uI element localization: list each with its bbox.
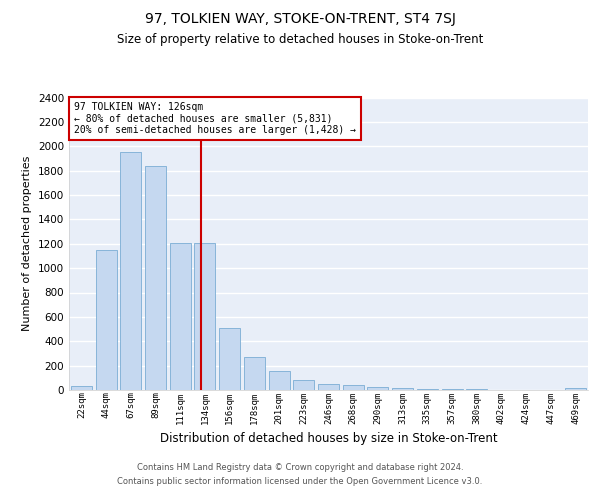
Bar bbox=[367, 388, 388, 390]
Bar bbox=[244, 357, 265, 390]
Bar bbox=[194, 242, 215, 390]
Text: Size of property relative to detached houses in Stoke-on-Trent: Size of property relative to detached ho… bbox=[117, 32, 483, 46]
Bar bbox=[565, 388, 586, 390]
Bar bbox=[71, 386, 92, 390]
Bar bbox=[219, 328, 240, 390]
Bar bbox=[442, 389, 463, 390]
Text: Contains public sector information licensed under the Open Government Licence v3: Contains public sector information licen… bbox=[118, 477, 482, 486]
Bar bbox=[170, 242, 191, 390]
Bar bbox=[145, 166, 166, 390]
Y-axis label: Number of detached properties: Number of detached properties bbox=[22, 156, 32, 332]
Bar bbox=[392, 388, 413, 390]
Bar bbox=[417, 389, 438, 390]
Bar bbox=[120, 152, 141, 390]
Bar bbox=[293, 380, 314, 390]
Text: Contains HM Land Registry data © Crown copyright and database right 2024.: Contains HM Land Registry data © Crown c… bbox=[137, 464, 463, 472]
Bar bbox=[318, 384, 339, 390]
Bar bbox=[343, 385, 364, 390]
Bar bbox=[95, 250, 116, 390]
X-axis label: Distribution of detached houses by size in Stoke-on-Trent: Distribution of detached houses by size … bbox=[160, 432, 497, 445]
Text: 97 TOLKIEN WAY: 126sqm
← 80% of detached houses are smaller (5,831)
20% of semi-: 97 TOLKIEN WAY: 126sqm ← 80% of detached… bbox=[74, 102, 356, 135]
Text: 97, TOLKIEN WAY, STOKE-ON-TRENT, ST4 7SJ: 97, TOLKIEN WAY, STOKE-ON-TRENT, ST4 7SJ bbox=[145, 12, 455, 26]
Bar bbox=[269, 371, 290, 390]
